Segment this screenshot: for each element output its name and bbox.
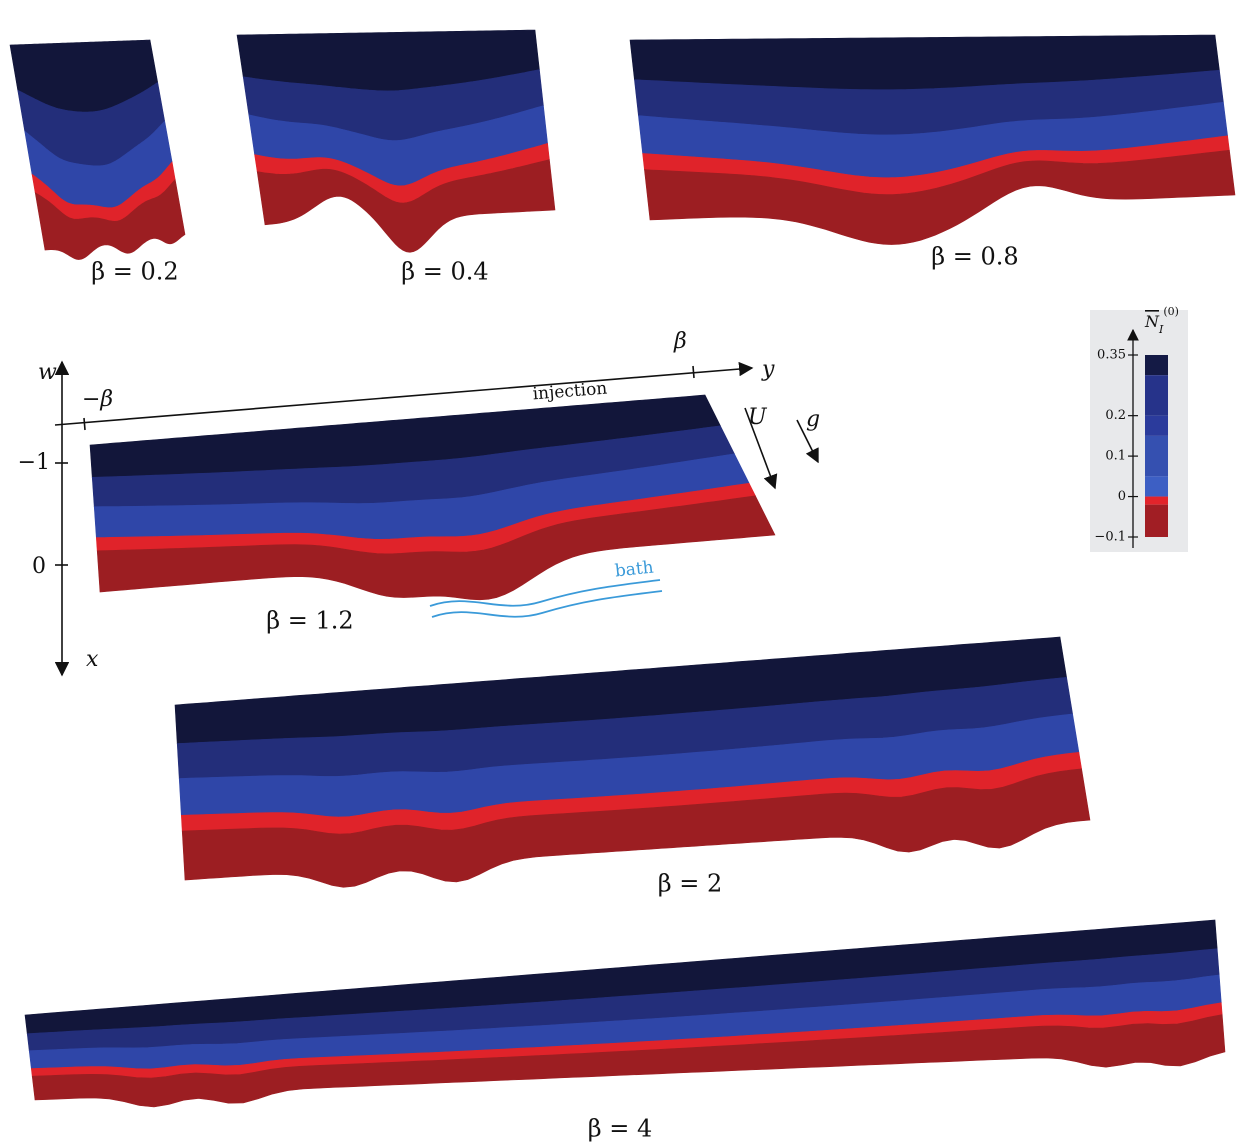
- title-sup: (0): [1163, 305, 1179, 318]
- surface-band: [31, 1014, 1226, 1108]
- panel-label: β = 0.2: [91, 258, 178, 286]
- tick: [83, 417, 86, 431]
- axis-label: y: [761, 357, 775, 382]
- tick-label: −1: [18, 450, 50, 475]
- colorbar-band: [1145, 355, 1168, 376]
- surface-band: [256, 159, 556, 253]
- panel-label: β = 4: [588, 1115, 653, 1143]
- panel-label: β = 0.8: [931, 243, 1018, 271]
- colorbar-title: NI (0): [1144, 305, 1179, 336]
- y-axis: [54, 361, 754, 426]
- axis-label: x: [86, 647, 99, 672]
- panel-label: β = 0.4: [401, 258, 488, 286]
- colorbar: NI (0) 0.35 0.2 0.1 0 −0.1: [1090, 305, 1188, 552]
- colorbar-tick-label: 0.2: [1105, 408, 1126, 423]
- tick-label: 0: [32, 554, 46, 579]
- colorbar-tick-label: 0.1: [1105, 449, 1126, 464]
- title-base: N: [1144, 312, 1160, 331]
- panel-label: β = 2: [658, 870, 723, 898]
- colorbar-band: [1145, 435, 1168, 477]
- colorbar-tick-label: −0.1: [1094, 530, 1126, 545]
- axes: [54, 360, 819, 677]
- colorbar-band: [1145, 504, 1168, 537]
- colorbar-tick-label: 0.35: [1097, 348, 1126, 363]
- surface-band: [644, 149, 1236, 245]
- annotation: g: [806, 407, 820, 432]
- bath-waves: [429, 579, 663, 618]
- colorbar-band: [1145, 496, 1168, 505]
- colorbar-panel: [1090, 310, 1188, 552]
- surface-band: [34, 178, 186, 260]
- u-arrow: [744, 407, 778, 490]
- colorbar-band: [1145, 415, 1168, 436]
- title-sub: I: [1158, 323, 1164, 336]
- tick: [692, 365, 695, 379]
- annotation: bath: [614, 557, 655, 581]
- panel-label: β = 1.2: [266, 607, 353, 635]
- colorbar-band: [1145, 476, 1168, 497]
- surface-band: [181, 768, 1091, 888]
- tick-label: −β: [82, 387, 113, 412]
- g-arrow: [796, 419, 819, 464]
- tick-label: β: [673, 329, 687, 354]
- annotation: injection: [532, 379, 608, 405]
- annotation: U: [748, 405, 768, 430]
- surface-band: [96, 495, 776, 601]
- colorbar-band: [1145, 375, 1168, 416]
- colorbar-tick-label: 0: [1118, 489, 1126, 504]
- axis-label: w: [38, 360, 57, 385]
- surfaces: [9, 29, 1236, 1108]
